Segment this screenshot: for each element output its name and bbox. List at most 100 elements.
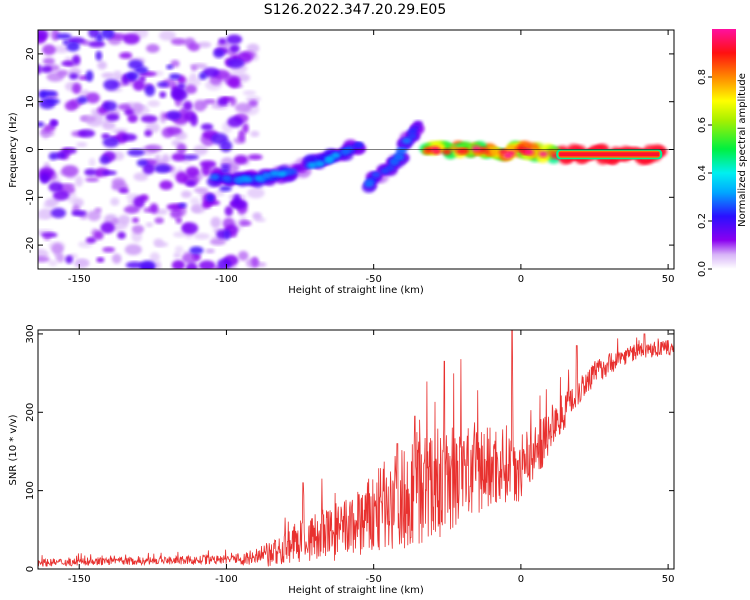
spectrogram-cell <box>77 96 88 104</box>
spectrogram-cell <box>51 243 64 255</box>
spectrogram-cell <box>293 164 304 171</box>
spectrogram-cell <box>122 33 140 45</box>
spectrogram-cell <box>105 113 120 122</box>
spectrogram-cell <box>209 238 226 246</box>
spectrogram-cell <box>175 171 189 184</box>
spectrogram-cell <box>199 160 217 168</box>
spectrogram-cell <box>252 212 262 220</box>
spectrogram-cell <box>209 173 220 181</box>
spectrogram-cell <box>94 230 104 240</box>
spectrogram-y-label: Frequency (Hz) <box>8 112 19 188</box>
spectrogram-cell <box>95 33 104 43</box>
spectrogram-cell <box>73 258 90 269</box>
y-tick-label: 0 <box>25 566 36 572</box>
spectrogram-cell <box>39 208 54 220</box>
spectrogram-cell <box>45 198 60 206</box>
spectrogram-cell <box>118 188 130 194</box>
spectrogram-cell <box>191 205 202 213</box>
spectrogram-cell <box>101 170 117 176</box>
spectrogram-cell <box>38 64 42 75</box>
spectrogram-cell <box>140 115 158 123</box>
spectrogram-cell <box>124 108 135 116</box>
spectrogram-cell <box>234 154 248 165</box>
spectrogram-cell <box>146 43 160 53</box>
x-tick-label: 0 <box>518 274 524 285</box>
x-tick-label: -100 <box>215 574 238 585</box>
spectrogram-cell <box>185 180 196 187</box>
spectrogram-cell <box>193 145 208 156</box>
spectrogram-cell <box>159 180 173 191</box>
spectrogram-cell <box>247 187 265 199</box>
spectrogram-cell <box>72 54 81 65</box>
spectrogram-cell <box>101 72 115 79</box>
spectrogram-cell <box>103 79 120 91</box>
spectrogram-cell <box>223 229 231 240</box>
spectrogram-cell <box>340 148 351 155</box>
spectrogram-cell <box>38 30 49 41</box>
spectrogram-cell <box>79 115 89 122</box>
snr-y-label: SNR (10 * v/v) <box>8 414 19 485</box>
spectrogram-cell <box>94 207 102 214</box>
spectrogram-cell <box>124 244 142 256</box>
spectrogram-cell <box>253 175 264 182</box>
x-tick-label: -50 <box>365 274 381 285</box>
spectrogram-cell <box>397 147 407 154</box>
snr-panel: -150 -100 -50 0 50 0 100 200 300 Height of stra… <box>8 324 675 596</box>
spectrogram-cell <box>238 250 249 261</box>
spectrogram-cell <box>154 217 165 224</box>
spectrogram-cell <box>52 190 70 201</box>
spectrogram-cell <box>226 34 243 45</box>
spectrogram-cell <box>85 176 100 183</box>
spectrogram-cell <box>38 256 50 263</box>
spectrogram-cell <box>183 76 202 87</box>
spectrogram-cell <box>42 44 56 56</box>
spectrogram-cell <box>217 258 232 269</box>
spectrogram-x-label: Height of straight line (km) <box>288 285 424 296</box>
spectrogram-cell <box>181 222 199 235</box>
spectrogram-cell <box>204 99 217 105</box>
spectrogram-cell <box>101 30 115 40</box>
colorbar-tick-label: 0.6 <box>697 117 708 133</box>
spectrogram-cell <box>189 246 204 255</box>
snr-x-label: Height of straight line (km) <box>288 585 424 596</box>
x-tick-label: 0 <box>518 574 524 585</box>
spectrogram-cell <box>215 189 225 197</box>
spectrogram-cell <box>185 166 200 178</box>
spectrogram-cell <box>102 121 116 130</box>
spectrogram-cell <box>121 133 138 142</box>
spectrogram-cell <box>220 168 230 174</box>
spectrogram-cell <box>133 172 149 181</box>
spectrogram-cell <box>190 65 198 71</box>
spectrogram-cell <box>187 42 200 52</box>
spectrogram-cell <box>48 182 63 193</box>
figure-title: S126.2022.347.20.29.E05 <box>263 2 447 18</box>
spectrogram-cell <box>193 99 207 112</box>
spectrogram-cell <box>242 123 249 134</box>
spectrogram-cell <box>371 171 381 178</box>
spectrogram-cell <box>88 40 106 48</box>
spectrogram-cell <box>407 133 417 140</box>
spectrogram-cell <box>123 205 141 214</box>
spectrogram-cell <box>277 170 287 178</box>
spectrogram-cell <box>219 140 233 153</box>
spectrogram-cell <box>172 231 187 238</box>
spectrogram-cell <box>171 152 187 162</box>
spectrogram-cell <box>210 216 222 229</box>
spectrogram-cell <box>149 252 160 263</box>
spectrogram-cell <box>127 113 138 123</box>
spectrogram-cell <box>166 126 182 136</box>
spectrogram-cell <box>185 262 198 269</box>
y-tick-label: -20 <box>25 237 36 253</box>
spectrogram-cell <box>139 75 146 83</box>
y-tick-label: 100 <box>25 481 36 500</box>
spectrogram-cell <box>230 44 240 53</box>
spectrogram-cell <box>430 146 440 153</box>
spectrogram-cell <box>170 208 182 219</box>
spectrogram-cell <box>97 60 107 70</box>
spectrogram-cell <box>100 222 115 234</box>
colorbar-gradient <box>712 29 736 269</box>
spectrogram-cell <box>153 238 164 247</box>
spectrogram-cell <box>227 77 241 88</box>
spectrogram-cell <box>64 100 79 111</box>
